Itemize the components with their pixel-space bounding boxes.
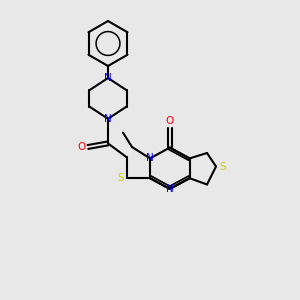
Text: S: S — [117, 173, 124, 183]
Text: N: N — [166, 184, 174, 194]
Text: O: O — [77, 142, 86, 152]
Text: O: O — [166, 116, 174, 126]
Text: N: N — [104, 73, 112, 83]
Text: N: N — [146, 153, 154, 164]
Text: N: N — [104, 114, 112, 124]
Text: S: S — [220, 161, 226, 172]
